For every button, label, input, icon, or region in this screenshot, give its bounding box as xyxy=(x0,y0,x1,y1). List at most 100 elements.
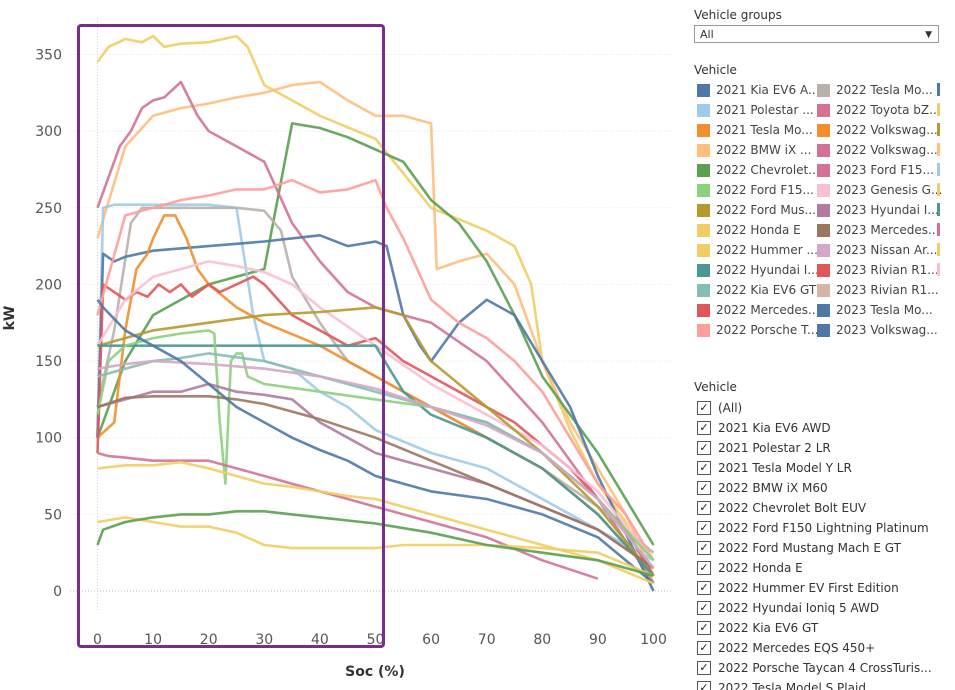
y-tick-label: 50 xyxy=(44,507,62,523)
checkbox-checked-icon[interactable]: ✓ xyxy=(697,561,711,575)
checkbox-checked-icon[interactable]: ✓ xyxy=(697,521,711,535)
filter-item[interactable]: ✓ 2022 Porsche Taycan 4 CrossTuris... xyxy=(697,658,947,678)
legend-item[interactable]: 2022 Mercedes... xyxy=(697,300,819,320)
legend-item[interactable]: 2023 Rivian R1... xyxy=(817,280,939,300)
legend-title: Vehicle xyxy=(694,63,737,77)
filter-item-label: 2022 Ford F150 Lightning Platinum xyxy=(718,521,929,535)
legend-item[interactable]: 2023 Volkswag... xyxy=(817,320,938,340)
filter-item[interactable]: ✓ 2022 Ford F150 Lightning Platinum xyxy=(697,518,947,538)
legend-item[interactable]: 2023 Ford F15... xyxy=(817,160,934,180)
checkbox-checked-icon[interactable]: ✓ xyxy=(697,501,711,515)
checkbox-checked-icon[interactable]: ✓ xyxy=(697,401,711,415)
checkbox-checked-icon[interactable]: ✓ xyxy=(697,541,711,555)
filter-item-label: 2022 BMW iX M60 xyxy=(718,481,828,495)
filter-item[interactable]: ✓ 2022 Kia EV6 GT xyxy=(697,618,947,638)
charging-curve-chart: 0 50 100 150 200 250 300 350 0 10 20 30 40 50 60 70 80 90… xyxy=(2,18,672,680)
legend-item[interactable]: 2022 Ford F15... xyxy=(697,180,814,200)
legend-swatch xyxy=(697,323,710,337)
legend-item[interactable]: 2022 BMW iX ... xyxy=(697,140,811,160)
legend-swatch xyxy=(817,83,830,97)
vehicle-groups-dropdown[interactable]: All ▼ xyxy=(694,25,939,43)
legend-swatch xyxy=(697,243,710,257)
filter-item[interactable]: ✓ 2022 Mercedes EQS 450+ xyxy=(697,638,947,658)
legend-item[interactable]: 2022 Volkswag... xyxy=(817,140,938,160)
series-line-17 xyxy=(97,359,655,569)
checkbox-checked-icon[interactable]: ✓ xyxy=(697,661,711,675)
legend-swatch xyxy=(697,283,710,297)
series-line-15 xyxy=(97,394,655,570)
legend-item[interactable]: 2023 Rivian R1... xyxy=(817,260,939,280)
filter-item[interactable]: ✓ 2021 Kia EV6 AWD xyxy=(697,418,947,438)
series-line-8 xyxy=(96,275,655,577)
series-line-10 xyxy=(96,260,655,562)
filter-item-label: 2022 Porsche Taycan 4 CrossTuris... xyxy=(718,661,932,675)
legend-label: 2021 Polestar ... xyxy=(716,103,814,117)
checkbox-checked-icon[interactable]: ✓ xyxy=(697,441,711,455)
legend-item[interactable]: 2022 Ford Mus... xyxy=(697,200,816,220)
legend-item[interactable]: 2022 Hyundai I... xyxy=(697,260,819,280)
series-line-9 xyxy=(96,178,655,561)
checkbox-checked-icon[interactable]: ✓ xyxy=(697,481,711,495)
x-tick-label: 80 xyxy=(533,632,551,648)
filter-item-label: (All) xyxy=(718,401,743,415)
legend-swatch xyxy=(817,203,830,217)
side-panel: Vehicle groups All ▼ Vehicle 2021 Kia EV… xyxy=(693,0,955,690)
legend-swatch xyxy=(817,243,830,257)
filter-item[interactable]: ✓ 2022 Ford Mustang Mach E GT xyxy=(697,538,947,558)
series-line-6 xyxy=(96,234,655,592)
filter-item[interactable]: ✓ 2022 Hummer EV First Edition xyxy=(697,578,947,598)
legend-item[interactable]: 2022 Toyota bZ... xyxy=(817,100,941,120)
legend-label: 2022 Hyundai I... xyxy=(716,263,819,277)
legend-item[interactable]: 2022 Hummer ... xyxy=(697,240,818,260)
filter-item[interactable]: ✓ (All) xyxy=(697,398,947,418)
legend-item[interactable]: 2023 Nissan Ar... xyxy=(817,240,937,260)
checkbox-checked-icon[interactable]: ✓ xyxy=(697,641,711,655)
legend-item[interactable]: 2022 Chevrolet... xyxy=(697,160,820,180)
filter-item-label: 2022 Hyundai Ioniq 5 AWD xyxy=(718,601,880,615)
y-axis-title: kW xyxy=(2,306,18,331)
legend-label: 2021 Kia EV6 A... xyxy=(716,83,820,97)
legend-swatch xyxy=(817,263,830,277)
checkbox-checked-icon[interactable]: ✓ xyxy=(697,461,711,475)
checkbox-checked-icon[interactable]: ✓ xyxy=(697,681,711,690)
checkbox-checked-icon[interactable]: ✓ xyxy=(697,581,711,595)
legend-swatch xyxy=(697,303,710,317)
legend-item[interactable]: 2022 Porsche T... xyxy=(697,320,818,340)
legend-swatch xyxy=(817,103,830,117)
filter-item[interactable]: ✓ 2021 Tesla Model Y LR xyxy=(697,458,947,478)
checkbox-checked-icon[interactable]: ✓ xyxy=(697,601,711,615)
legend-label: 2023 Rivian R1... xyxy=(836,263,939,277)
legend-item[interactable]: 2022 Kia EV6 GT xyxy=(697,280,816,300)
y-tick-label: 250 xyxy=(35,201,62,217)
filter-item[interactable]: ✓ 2022 Chevrolet Bolt EUV xyxy=(697,498,947,518)
legend-item[interactable]: 2021 Kia EV6 A... xyxy=(697,80,819,100)
legend-item[interactable]: 2022 Volkswag... xyxy=(817,120,938,140)
filter-item[interactable]: ✓ 2022 Hyundai Ioniq 5 AWD xyxy=(697,598,947,618)
filter-item[interactable]: ✓ 2022 BMW iX M60 xyxy=(697,478,947,498)
legend-item[interactable]: 2023 Hyundai I... xyxy=(817,200,939,220)
filter-item[interactable]: ✓ 2022 Tesla Model S Plaid xyxy=(697,678,947,690)
legend-item[interactable]: 2023 Tesla Mo... xyxy=(817,300,933,320)
filter-item-label: 2022 Mercedes EQS 450+ xyxy=(718,641,876,655)
legend-item[interactable]: 2021 Polestar ... xyxy=(697,100,814,120)
x-tick-label: 10 xyxy=(144,632,162,648)
checkbox-checked-icon[interactable]: ✓ xyxy=(697,621,711,635)
filter-item-label: 2021 Polestar 2 LR xyxy=(718,441,831,455)
legend-label: 2023 Tesla Mo... xyxy=(836,303,933,317)
legend-item[interactable]: 2023 Mercedes... xyxy=(817,220,939,240)
legend-item[interactable]: 2022 Tesla Mo... xyxy=(817,80,933,100)
legend-item[interactable]: 2023 Genesis G... xyxy=(817,180,942,200)
legend-swatch xyxy=(697,143,710,157)
legend-item[interactable]: 2022 Honda E xyxy=(697,220,801,240)
legend-item[interactable]: 2021 Tesla Mo... xyxy=(697,120,813,140)
legend-swatch xyxy=(817,283,830,297)
checkbox-checked-icon[interactable]: ✓ xyxy=(697,421,711,435)
filter-item[interactable]: ✓ 2022 Honda E xyxy=(697,558,947,578)
legend-label: 2022 Chevrolet... xyxy=(716,163,820,177)
y-tick-label: 350 xyxy=(35,47,62,63)
filter-item[interactable]: ✓ 2021 Polestar 2 LR xyxy=(697,438,947,458)
legend-label: 2022 Tesla Mo... xyxy=(836,83,933,97)
legend-label: 2022 Honda E xyxy=(716,223,801,237)
legend-swatch xyxy=(697,223,710,237)
legend-label: 2022 Kia EV6 GT xyxy=(716,283,817,297)
